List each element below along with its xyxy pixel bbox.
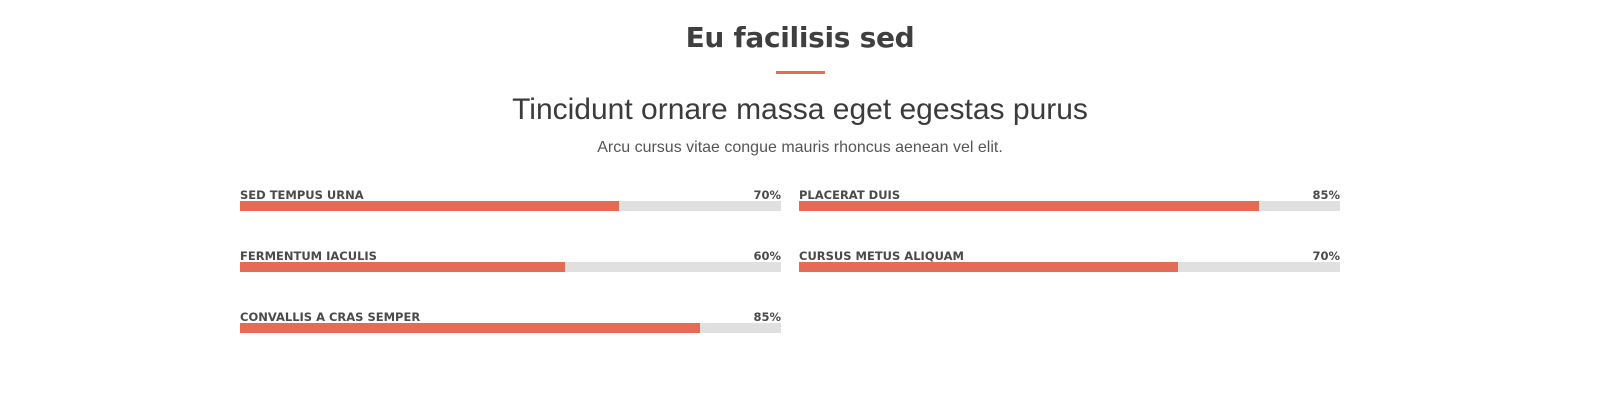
skill-percent: 70% <box>753 188 781 202</box>
progress-fill <box>240 262 565 272</box>
section-description: Arcu cursus vitae congue mauris rhoncus … <box>597 139 1003 156</box>
progress-fill <box>799 262 1178 272</box>
section-subtitle: Tincidunt ornare massa eget egestas puru… <box>512 93 1088 126</box>
skill-label: CONVALLIS A CRAS SEMPER <box>240 310 421 324</box>
skill-label: FERMENTUM IACULIS <box>240 249 377 263</box>
skill-bar: PLACERAT DUIS 85% <box>799 188 1340 216</box>
skill-percent: 85% <box>753 310 781 324</box>
skill-label: PLACERAT DUIS <box>799 188 901 202</box>
progress-track <box>240 323 781 333</box>
skill-bar: SED TEMPUS URNA 70% <box>240 188 781 216</box>
progress-track <box>799 262 1340 272</box>
skill-percent: 70% <box>1312 249 1340 263</box>
progress-fill <box>799 201 1259 211</box>
progress-track <box>799 201 1340 211</box>
title-divider <box>776 71 825 74</box>
skill-label: SED TEMPUS URNA <box>240 188 364 202</box>
skill-bar: CURSUS METUS ALIQUAM 70% <box>799 249 1340 277</box>
progress-fill <box>240 323 700 333</box>
skill-percent: 60% <box>753 249 781 263</box>
skill-label: CURSUS METUS ALIQUAM <box>799 249 964 263</box>
progress-track <box>240 201 781 211</box>
skill-bar: CONVALLIS A CRAS SEMPER 85% <box>240 310 781 338</box>
section-title: Eu facilisis sed <box>685 21 915 54</box>
progress-fill <box>240 201 619 211</box>
progress-track <box>240 262 781 272</box>
skill-percent: 85% <box>1312 188 1340 202</box>
skill-bar: FERMENTUM IACULIS 60% <box>240 249 781 277</box>
